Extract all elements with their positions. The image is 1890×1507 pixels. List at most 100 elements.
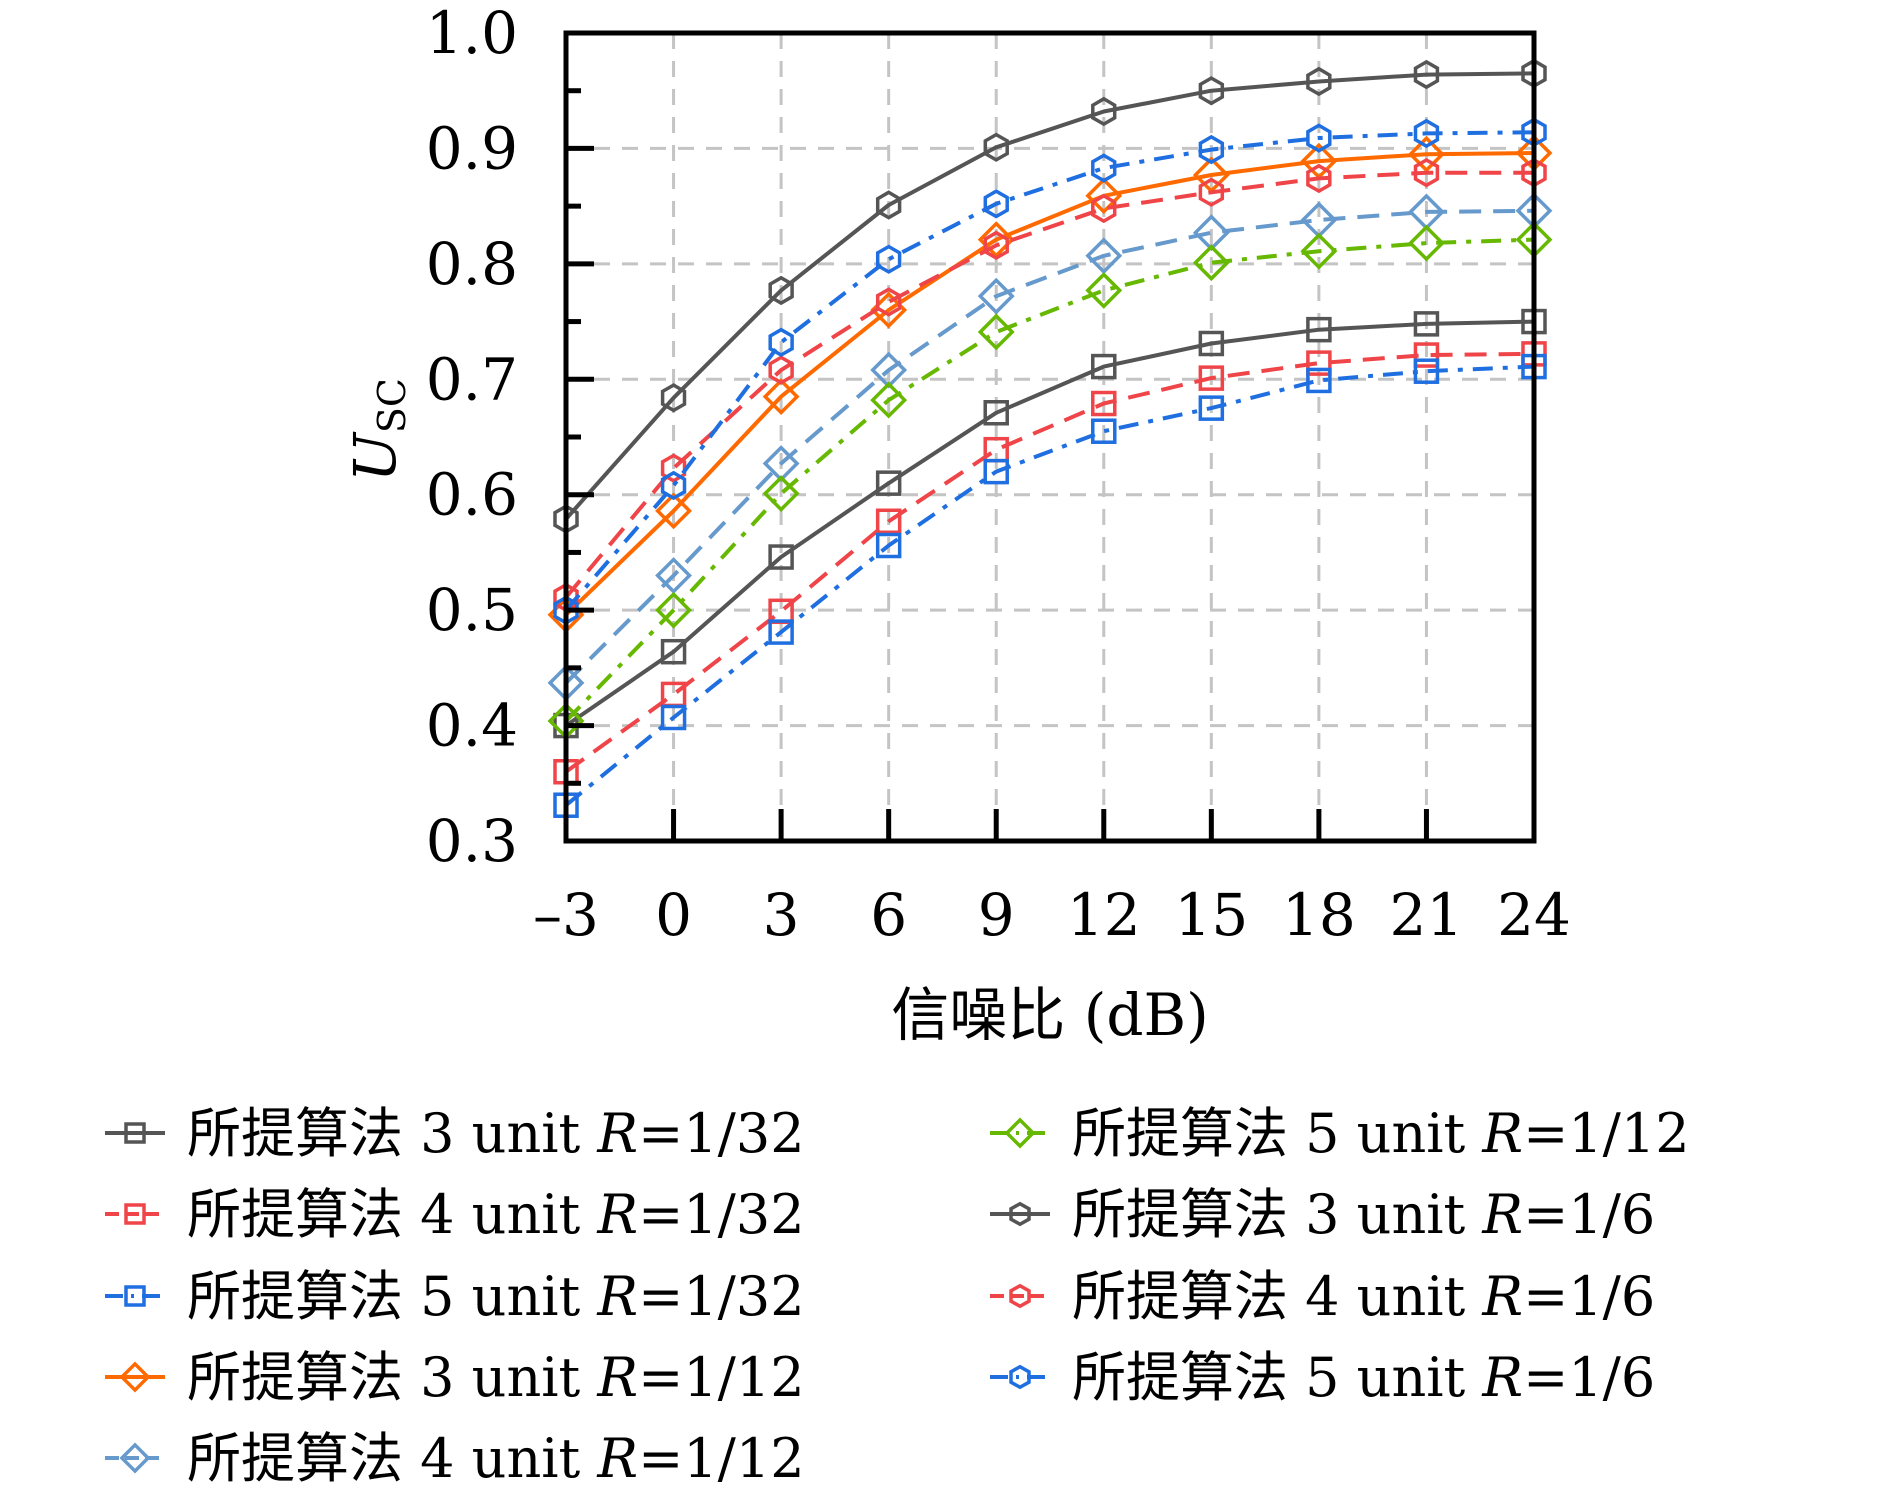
y-tick-label: 1.0 <box>426 0 518 67</box>
legend-label-value: =1/32 <box>638 1183 805 1246</box>
data-point <box>1091 193 1117 224</box>
legend-label-r: R <box>596 1265 638 1328</box>
data-point <box>768 544 794 570</box>
data-point <box>1306 350 1332 376</box>
y-tick-label: 0.8 <box>426 230 518 298</box>
series-line <box>564 170 1534 599</box>
data-point <box>768 327 794 358</box>
data-point <box>655 492 692 530</box>
data-point <box>875 508 902 535</box>
x-tick-label: 21 <box>1390 881 1464 949</box>
series-line <box>564 208 1535 685</box>
data-point <box>1306 367 1332 394</box>
x-tick-label: –3 <box>533 881 599 949</box>
data-point <box>1198 177 1225 207</box>
data-point <box>660 383 687 413</box>
legend-marker <box>119 1361 151 1393</box>
data-point <box>983 189 1009 219</box>
legend-label-main: 所提算法 5 unit <box>187 1265 597 1328</box>
series-line <box>564 319 1535 728</box>
data-point <box>655 591 692 629</box>
legend-label: 所提算法 4 unit R=1/6 <box>1072 1265 1655 1328</box>
legend-marker <box>124 1122 146 1144</box>
series-所提算法-4-unit-R=1/6 <box>553 157 1547 613</box>
legend-marker <box>1009 1283 1031 1309</box>
series-所提算法-3-unit-R=1/6 <box>553 58 1547 534</box>
data-point <box>983 400 1009 426</box>
x-tick-label: 0 <box>655 881 692 949</box>
data-point <box>768 619 794 645</box>
legend-item: 所提算法 4 unit R=1/6 <box>990 1265 1655 1328</box>
legend-label: 所提算法 3 unit R=1/12 <box>187 1346 805 1409</box>
legend-label-main: 所提算法 3 unit <box>187 1102 597 1165</box>
legend-marker <box>1009 1201 1031 1227</box>
legend-label-value: =1/32 <box>638 1102 805 1165</box>
legend-label: 所提算法 4 unit R=1/32 <box>187 1183 805 1246</box>
legend-item: 所提算法 4 unit R=1/32 <box>105 1183 805 1246</box>
x-axis-title: 信噪比 (dB) <box>891 981 1208 1049</box>
legend-label-r: R <box>596 1183 638 1246</box>
legend-marker <box>124 1285 146 1307</box>
data-point <box>1306 66 1332 97</box>
y-ticks: 0.3 0.4 0.5 0.6 0.7 0.8 0.9 1.0 <box>426 0 594 875</box>
data-point <box>983 132 1009 162</box>
series-所提算法-5-unit-R=1/32 <box>553 353 1547 818</box>
legend-label-value: =1/6 <box>1523 1265 1655 1328</box>
legend-label-value: =1/12 <box>638 1427 805 1490</box>
data-point <box>1091 418 1117 444</box>
data-point <box>762 475 800 512</box>
legend-label-r: R <box>1481 1102 1523 1165</box>
data-point <box>1198 395 1225 421</box>
data-point <box>1306 316 1332 343</box>
legend-label-value: =1/6 <box>1523 1183 1655 1246</box>
legend-label-main: 所提算法 4 unit <box>187 1183 597 1246</box>
data-point <box>1091 353 1117 380</box>
data-point <box>1413 59 1440 90</box>
data-point <box>1408 135 1445 173</box>
legend-label: 所提算法 5 unit R=1/6 <box>1072 1346 1655 1409</box>
legend-item: 所提算法 5 unit R=1/32 <box>105 1265 805 1328</box>
series-line <box>564 237 1535 723</box>
y-tick-label: 0.9 <box>426 114 518 182</box>
legend-label-main: 所提算法 5 unit <box>1072 1346 1482 1409</box>
series-line <box>564 351 1535 774</box>
legend-label-main: 所提算法 4 unit <box>1072 1265 1482 1328</box>
data-point <box>875 287 902 317</box>
legend-label: 所提算法 4 unit R=1/12 <box>187 1427 805 1490</box>
y-axis-title: USC <box>341 378 414 482</box>
data-point <box>875 470 902 496</box>
x-tick-label: 18 <box>1282 881 1356 949</box>
data-point <box>1408 224 1445 262</box>
x-tick-label: 6 <box>870 881 907 949</box>
data-point <box>875 532 902 559</box>
data-point <box>660 453 687 483</box>
data-point <box>1413 342 1440 368</box>
data-point <box>983 458 1009 485</box>
legend-marker <box>124 1203 146 1225</box>
series-line <box>564 71 1535 521</box>
data-point <box>1306 163 1332 194</box>
legend-label-r: R <box>596 1102 638 1165</box>
series-所提算法-5-unit-R=1/6 <box>553 117 1547 625</box>
series-所提算法-4-unit-R=1/12 <box>547 192 1553 702</box>
y-tick-label: 0.7 <box>426 345 518 413</box>
y-axis-title-subscript: SC <box>370 378 414 433</box>
series-layer <box>547 58 1553 818</box>
series-所提算法-3-unit-R=1/32 <box>553 308 1547 739</box>
legend-label-value: =1/12 <box>638 1346 805 1409</box>
data-point <box>660 470 687 501</box>
data-point <box>1091 96 1117 127</box>
legend-label-r: R <box>596 1346 638 1409</box>
data-point <box>1198 134 1225 165</box>
data-point <box>977 221 1015 259</box>
x-tick-label: 3 <box>763 881 800 949</box>
series-line <box>564 151 1535 617</box>
data-point <box>1198 330 1225 357</box>
y-tick-label: 0.3 <box>426 807 518 875</box>
legend-label: 所提算法 5 unit R=1/12 <box>1072 1102 1690 1165</box>
data-point <box>1413 118 1440 149</box>
legend-label: 所提算法 5 unit R=1/32 <box>187 1265 805 1328</box>
data-point <box>660 704 687 731</box>
data-point <box>1198 76 1225 106</box>
